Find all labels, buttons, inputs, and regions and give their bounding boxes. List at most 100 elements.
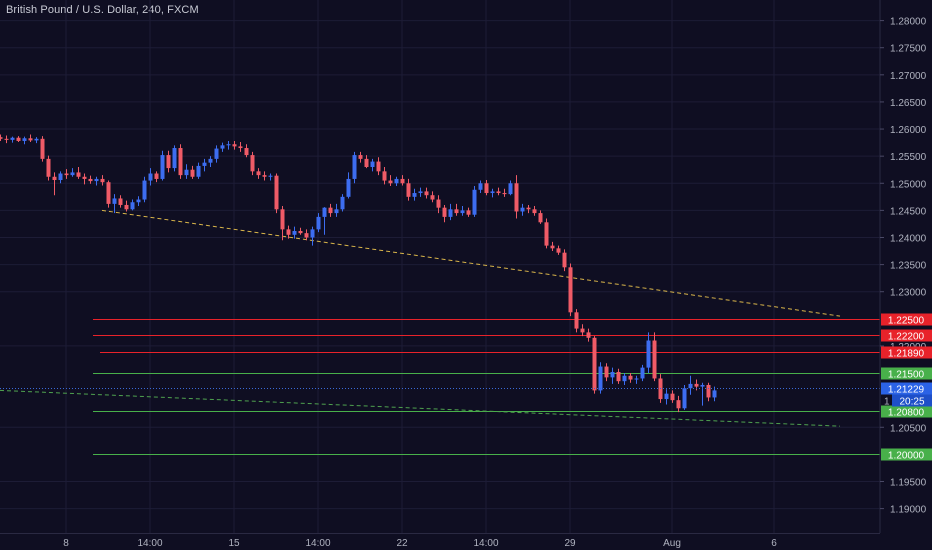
candle-body: [190, 169, 195, 177]
candle-body: [436, 199, 441, 208]
current-price-badge-bg: [881, 382, 932, 395]
candle-body: [466, 210, 471, 215]
candle: [178, 144, 183, 179]
candle: [184, 164, 189, 179]
candle: [250, 151, 255, 176]
candle-body: [130, 202, 135, 210]
candle: [418, 187, 423, 197]
trendline-yellow[interactable]: [101, 209, 841, 317]
candle: [124, 200, 129, 212]
candle-body: [226, 144, 231, 146]
candle: [412, 188, 417, 201]
candle: [190, 165, 195, 179]
candle: [688, 375, 693, 395]
candle-body: [160, 155, 165, 179]
candle-body: [706, 384, 711, 398]
candle-body: [184, 169, 189, 176]
candle-body: [598, 366, 603, 391]
candle-body: [670, 393, 675, 401]
candle: [262, 171, 267, 181]
y-tick-label: 1.26000: [890, 125, 927, 136]
level-badge: 1.21500: [881, 367, 932, 381]
countdown-badge: 20:25 1: [884, 394, 932, 408]
candle-body: [292, 230, 297, 235]
candle-body: [124, 204, 129, 210]
candle-body: [712, 390, 717, 398]
trendline-green[interactable]: [0, 389, 841, 427]
candle-body: [592, 337, 597, 391]
trendlines[interactable]: [0, 209, 841, 427]
candle-body: [244, 148, 249, 156]
candle: [484, 180, 489, 196]
x-tick-label: 15: [228, 538, 240, 549]
y-tick-label: 1.27000: [890, 71, 927, 82]
x-tick-label: 14:00: [137, 538, 162, 549]
candle-body: [652, 340, 657, 379]
candle-body: [472, 189, 477, 215]
y-tick-label: 1.28000: [890, 17, 927, 28]
candle: [106, 180, 111, 208]
level-badge-bg: [881, 448, 932, 461]
candle: [556, 245, 561, 255]
candle-body: [538, 213, 543, 223]
level-badge: 1.20000: [881, 448, 932, 462]
candle-body: [196, 165, 201, 177]
candle: [202, 158, 207, 172]
candle-body: [424, 191, 429, 196]
candle: [232, 140, 237, 150]
candle-body: [262, 175, 267, 177]
candle: [472, 185, 477, 217]
candle-body: [448, 209, 453, 217]
candle: [136, 196, 141, 207]
candle-body: [0, 137, 3, 139]
candle: [592, 336, 597, 394]
candle-body: [688, 383, 693, 389]
candle: [82, 173, 87, 185]
candle-body: [634, 378, 639, 380]
candle-body: [76, 172, 81, 177]
candle: [298, 227, 303, 235]
y-tick-label: 1.24500: [890, 206, 927, 217]
candle: [70, 168, 75, 177]
y-tick-label: 1.25000: [890, 179, 927, 190]
candle-body: [508, 183, 513, 195]
candle-body: [580, 328, 585, 333]
x-tick-label: 22: [396, 538, 408, 549]
candle-body: [268, 175, 273, 177]
x-tick-label: 14:00: [305, 538, 330, 549]
candle: [286, 225, 291, 239]
level-badge-bg: [881, 346, 932, 359]
candle: [670, 390, 675, 403]
candle-body: [274, 175, 279, 210]
candle-body: [406, 183, 411, 197]
candle: [466, 207, 471, 217]
candle: [142, 176, 147, 203]
candle: [0, 134, 3, 141]
candle: [340, 194, 345, 212]
candle: [682, 384, 687, 410]
candle-body: [442, 207, 447, 217]
current-price-badge: 1.21229: [881, 382, 932, 396]
candle: [376, 157, 381, 176]
candle: [400, 175, 405, 186]
candle: [424, 187, 429, 199]
candle: [382, 167, 387, 185]
candle-body: [514, 183, 519, 212]
candle-body: [358, 155, 363, 159]
candle-body: [100, 178, 105, 183]
candle-body: [562, 252, 567, 268]
countdown-label: 20:25: [899, 397, 924, 408]
candle-body: [208, 158, 213, 163]
candle: [628, 373, 633, 383]
candle: [358, 151, 363, 163]
candle: [172, 145, 177, 172]
candle: [292, 226, 297, 239]
candle: [130, 199, 135, 211]
candle: [406, 178, 411, 201]
candle-body: [676, 400, 681, 409]
candle: [460, 206, 465, 216]
candle: [22, 136, 27, 145]
